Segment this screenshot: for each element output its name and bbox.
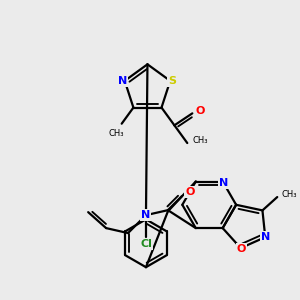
- Text: S: S: [168, 76, 176, 86]
- Text: O: O: [196, 106, 205, 116]
- Text: N: N: [141, 210, 151, 220]
- Text: N: N: [261, 232, 270, 242]
- Text: O: O: [237, 244, 246, 254]
- Text: CH₃: CH₃: [109, 129, 124, 138]
- Text: CH₃: CH₃: [192, 136, 208, 145]
- Text: Cl: Cl: [140, 239, 152, 249]
- Text: N: N: [219, 178, 228, 188]
- Text: N: N: [118, 76, 127, 86]
- Text: O: O: [185, 187, 194, 197]
- Text: CH₃: CH₃: [281, 190, 297, 199]
